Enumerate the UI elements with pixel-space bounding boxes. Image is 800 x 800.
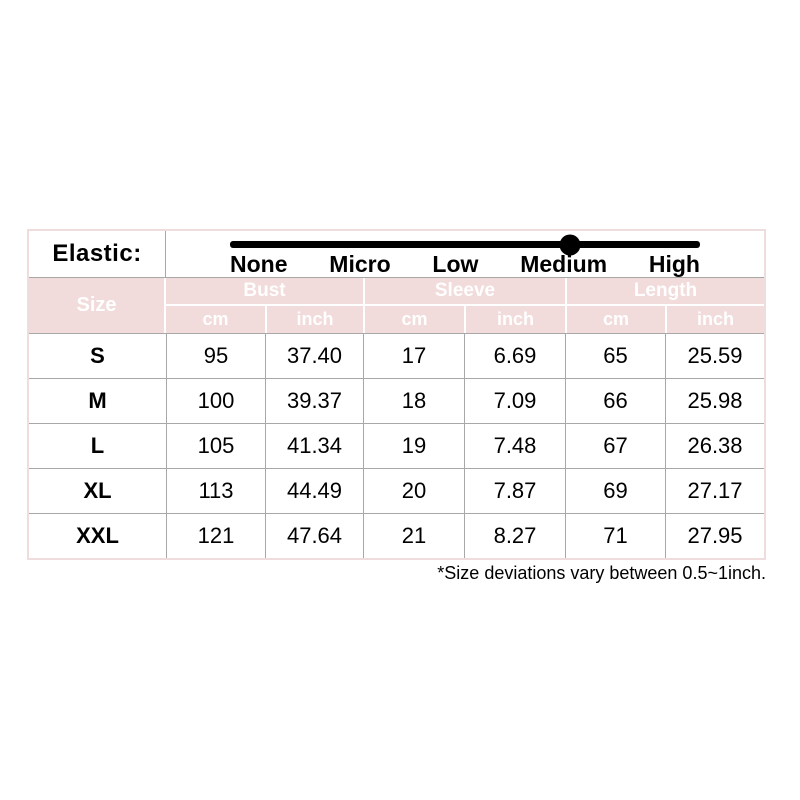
unit-header-sleeve-cm: cm bbox=[363, 306, 464, 333]
table-row-m: M 100 39.37 18 7.09 66 25.98 bbox=[29, 378, 764, 423]
cell-sleeve-cm: 19 bbox=[363, 424, 464, 468]
cell-length-inch: 27.95 bbox=[665, 514, 764, 558]
cell-sleeve-inch: 8.27 bbox=[464, 514, 565, 558]
slider-label-medium: Medium bbox=[520, 251, 608, 277]
cell-sleeve-cm: 21 bbox=[363, 514, 464, 558]
unit-header-sleeve-inch: inch bbox=[464, 306, 565, 333]
size-deviation-note: *Size deviations vary between 0.5~1inch. bbox=[437, 563, 766, 583]
cell-length-inch: 27.17 bbox=[665, 469, 764, 513]
cell-sleeve-cm: 17 bbox=[363, 334, 464, 378]
elastic-scale: None Micro Low Medium High bbox=[166, 231, 764, 277]
cell-bust-cm: 113 bbox=[166, 469, 265, 513]
cell-bust-cm: 100 bbox=[166, 379, 265, 423]
cell-sleeve-cm: 18 bbox=[363, 379, 464, 423]
slider-label-low: Low bbox=[432, 251, 479, 277]
size-column-header: Size bbox=[29, 278, 166, 333]
group-header-length: Length bbox=[565, 278, 764, 306]
cell-sleeve-cm: 20 bbox=[363, 469, 464, 513]
cell-bust-inch: 37.40 bbox=[265, 334, 363, 378]
slider-label-micro: Micro bbox=[329, 251, 391, 277]
table-header: Size Bust Sleeve Length cm inch cm inch … bbox=[29, 278, 764, 333]
cell-sleeve-inch: 7.48 bbox=[464, 424, 565, 468]
cell-bust-cm: 105 bbox=[166, 424, 265, 468]
cell-bust-inch: 41.34 bbox=[265, 424, 363, 468]
elastic-row: Elastic: None Micro Low Medium High bbox=[29, 231, 764, 278]
table-row-xxl: XXL 121 47.64 21 8.27 71 27.95 bbox=[29, 513, 764, 558]
table-row-l: L 105 41.34 19 7.48 67 26.38 bbox=[29, 423, 764, 468]
cell-bust-cm: 121 bbox=[166, 514, 265, 558]
unit-header-bust-cm: cm bbox=[202, 309, 229, 329]
cell-bust-inch: 44.49 bbox=[265, 469, 363, 513]
size-label: XL bbox=[83, 478, 112, 503]
cell-length-cm: 65 bbox=[565, 334, 665, 378]
cell-length-inch: 25.59 bbox=[665, 334, 764, 378]
size-chart: Elastic: None Micro Low Medium High Size… bbox=[27, 229, 766, 560]
group-header-bust: Bust bbox=[166, 278, 363, 306]
cell-bust-inch: 39.37 bbox=[265, 379, 363, 423]
cell-length-cm: 66 bbox=[565, 379, 665, 423]
cell-length-cm: 71 bbox=[565, 514, 665, 558]
cell-bust-cm: 95 bbox=[166, 334, 265, 378]
size-label: M bbox=[88, 388, 107, 413]
cell-bust-inch: 47.64 bbox=[265, 514, 363, 558]
cell-length-inch: 26.38 bbox=[665, 424, 764, 468]
cell-length-cm: 69 bbox=[565, 469, 665, 513]
cell-sleeve-inch: 7.09 bbox=[464, 379, 565, 423]
unit-header-bust-inch: inch bbox=[265, 306, 363, 333]
slider-track bbox=[230, 234, 700, 255]
slider-label-high: High bbox=[648, 251, 700, 277]
elastic-label: Elastic: bbox=[29, 231, 166, 277]
size-label: S bbox=[90, 343, 105, 368]
unit-header-length-inch: inch bbox=[665, 306, 764, 333]
size-label: XXL bbox=[76, 523, 119, 548]
cell-sleeve-inch: 6.69 bbox=[464, 334, 565, 378]
slider-labels: None Micro Low Medium High bbox=[230, 251, 700, 277]
cell-length-inch: 25.98 bbox=[665, 379, 764, 423]
cell-sleeve-inch: 7.87 bbox=[464, 469, 565, 513]
group-header-sleeve: Sleeve bbox=[363, 278, 565, 306]
size-label: L bbox=[90, 433, 105, 458]
slider-thumb bbox=[559, 234, 581, 255]
table-row-s: S 95 37.40 17 6.69 65 25.59 bbox=[29, 333, 764, 378]
slider-label-none: None bbox=[230, 251, 288, 277]
cell-length-cm: 67 bbox=[565, 424, 665, 468]
table-row-xl: XL 113 44.49 20 7.87 69 27.17 bbox=[29, 468, 764, 513]
unit-header-length-cm: cm bbox=[565, 306, 665, 333]
